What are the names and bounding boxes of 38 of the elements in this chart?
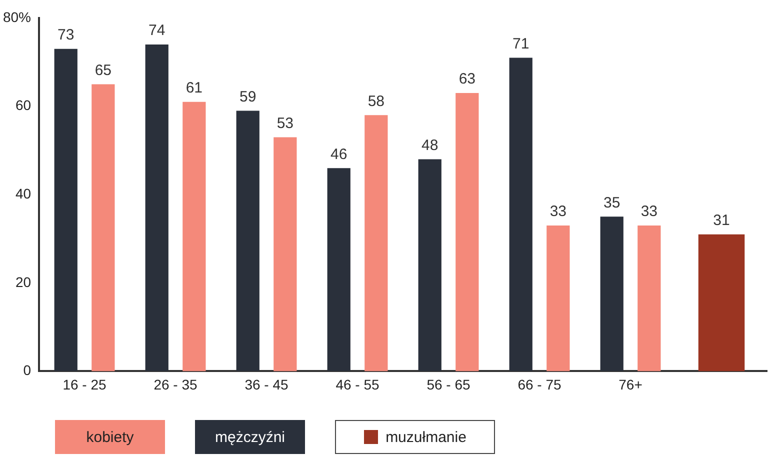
x-tick-label: 36 - 45 [244,376,289,392]
x-tick-label: 46 - 55 [336,376,380,392]
bar [546,226,570,372]
text: mężczyźni [195,420,305,454]
bar [638,226,661,372]
data-label: 61 [186,80,203,97]
x-tick-label: 26 - 35 [154,376,198,392]
data-label: 31 [713,212,730,229]
x-tick-label: 76+ [618,376,642,392]
y-tick-label: 80% [2,8,32,25]
data-label: 71 [512,35,530,52]
y-tick-label: 40 [15,185,32,202]
y-tick-label: 20 [15,274,32,290]
y-tick-label: 0 [23,362,32,378]
x-tick-label: 16 - 25 [62,376,107,392]
x-tick-label: 56 - 65 [426,376,471,392]
data-label: 48 [422,136,438,154]
text: kobiety [55,420,165,454]
data-label: 33 [550,203,567,220]
bar [698,234,745,372]
bar [92,84,115,372]
data-label: 65 [94,62,112,79]
y-tick-label: 60 [15,97,32,114]
data-label: 63 [458,70,476,88]
bar [456,93,479,372]
bar [364,115,388,372]
data-label: 33 [640,203,658,220]
legend-label: muzułmanie [386,428,466,446]
bar [274,137,297,372]
data-label: 74 [148,22,166,40]
data-label: 73 [58,26,74,44]
data-label: 53 [276,114,294,132]
data-label: 35 [604,194,620,212]
bar [182,102,206,372]
data-label: 58 [368,92,385,110]
data-label: 59 [240,88,256,106]
x-tick-label: 66 - 75 [518,376,562,392]
data-label: 46 [330,146,348,163]
